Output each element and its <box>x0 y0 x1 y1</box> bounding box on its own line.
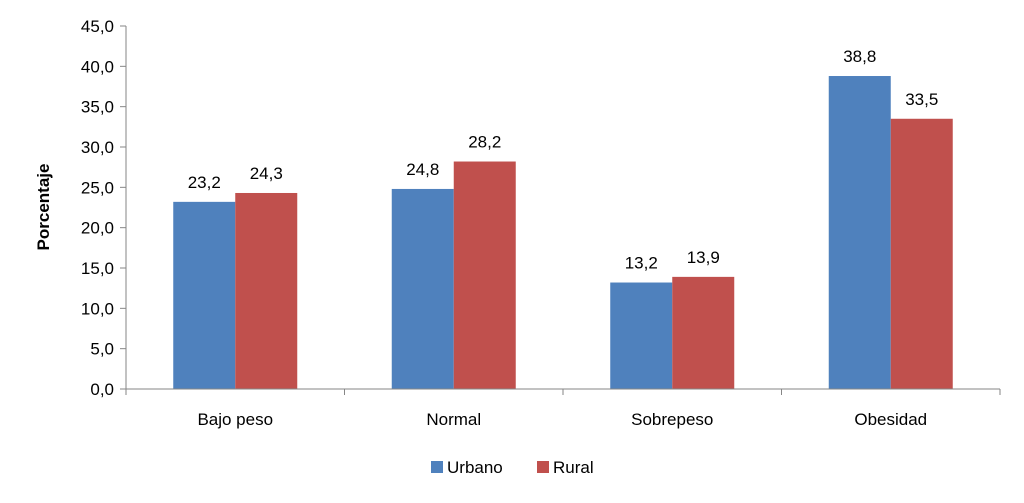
bar-urbano-bajo-peso <box>173 201 236 389</box>
data-label: 13,9 <box>687 248 720 267</box>
x-tick-label: Bajo peso <box>197 410 273 429</box>
legend-item-rural: Rural <box>537 458 594 477</box>
x-tick-label: Sobrepeso <box>631 410 713 429</box>
y-tick-label: 35,0 <box>81 98 114 117</box>
data-label: 24,8 <box>406 160 439 179</box>
data-labels: 23,2 24,3 24,8 28,2 13,2 13,9 38,8 33,5 <box>188 47 939 273</box>
legend-label: Urbano <box>447 458 503 477</box>
data-label: 38,8 <box>843 47 876 66</box>
legend-swatch <box>537 461 549 473</box>
y-tick-label: 0,0 <box>90 380 114 399</box>
bar-rural-obesidad <box>890 118 953 390</box>
legend: Urbano Rural <box>431 458 594 477</box>
y-tick-label: 40,0 <box>81 57 114 76</box>
y-axis-ticks: 0,0 5,0 10,0 15,0 20,0 25,0 30,0 35,0 40,0 45,0 <box>81 17 126 399</box>
data-label: 28,2 <box>468 133 501 152</box>
data-label: 33,5 <box>905 90 938 109</box>
y-tick-label: 30,0 <box>81 138 114 157</box>
chart-axes <box>125 26 1001 395</box>
y-tick-label: 10,0 <box>81 299 114 318</box>
bar-rural-sobrepeso <box>672 276 735 389</box>
bar-rural-bajo-peso <box>235 192 298 389</box>
legend-item-urbano: Urbano <box>431 458 503 477</box>
y-axis-title: Porcentaje <box>34 164 53 251</box>
bar-urbano-sobrepeso <box>610 282 673 389</box>
chart-bars <box>173 76 953 390</box>
bar-urbano-normal <box>391 188 454 389</box>
y-tick-label: 45,0 <box>81 17 114 36</box>
x-axis-category-labels: Bajo peso Normal Sobrepeso Obesidad <box>197 410 927 429</box>
x-tick-label: Obesidad <box>854 410 927 429</box>
legend-swatch <box>431 461 443 473</box>
legend-label: Rural <box>553 458 594 477</box>
data-label: 23,2 <box>188 173 221 192</box>
y-tick-label: 20,0 <box>81 219 114 238</box>
y-tick-label: 5,0 <box>90 340 114 359</box>
bar-urbano-obesidad <box>828 76 891 389</box>
y-tick-label: 15,0 <box>81 259 114 278</box>
x-tick-label: Normal <box>426 410 481 429</box>
data-label: 24,3 <box>250 164 283 183</box>
y-tick-label: 25,0 <box>81 178 114 197</box>
data-label: 13,2 <box>625 254 658 273</box>
bar-rural-normal <box>453 161 516 389</box>
